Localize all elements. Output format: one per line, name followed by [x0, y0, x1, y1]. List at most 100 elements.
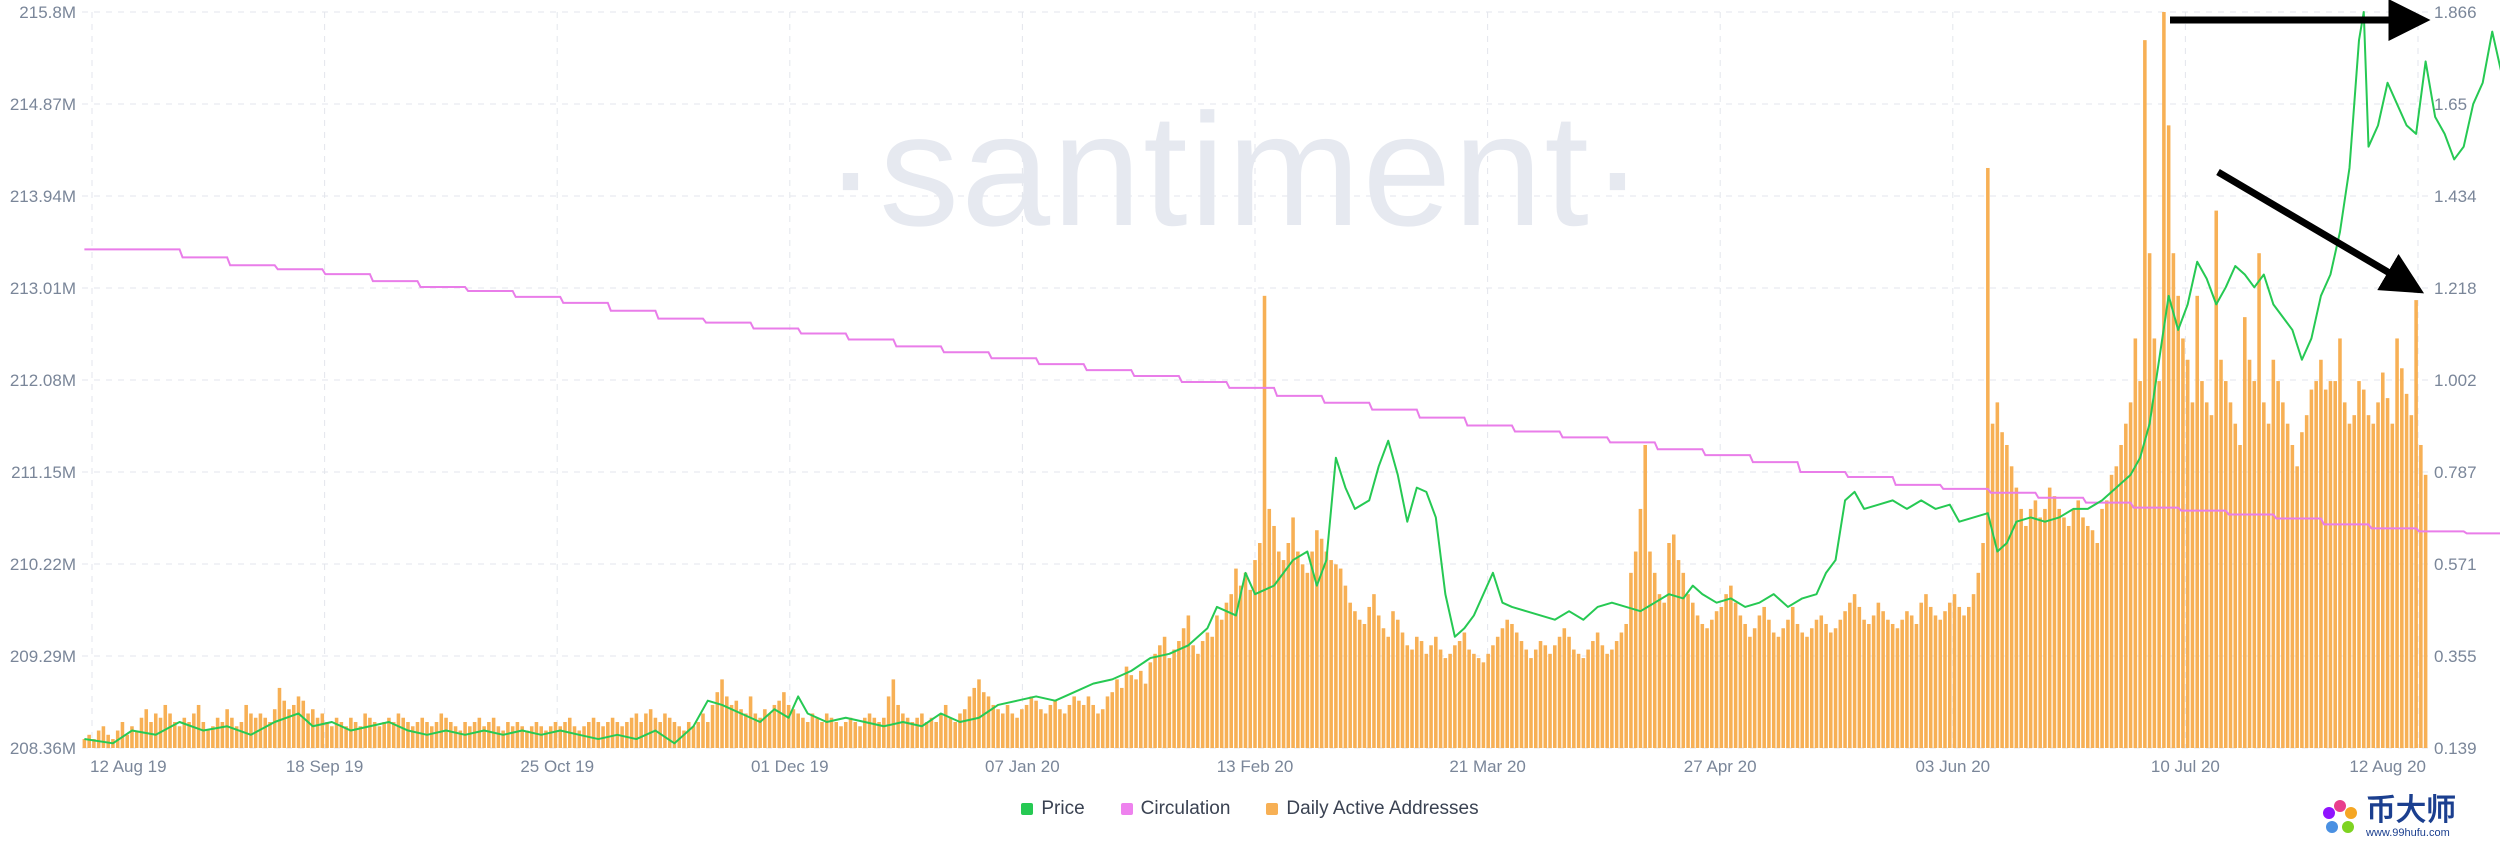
bar-daily-active-addresses: [2276, 381, 2280, 748]
bar-daily-active-addresses: [1767, 619, 1771, 748]
bar-daily-active-addresses: [291, 704, 296, 748]
bar-daily-active-addresses: [1600, 645, 1605, 748]
bar-daily-active-addresses: [1724, 594, 1728, 748]
bar-daily-active-addresses: [2076, 500, 2081, 748]
bar-daily-active-addresses: [534, 722, 539, 748]
bar-daily-active-addresses: [606, 722, 610, 748]
bar-daily-active-addresses: [2243, 317, 2247, 748]
bar-daily-active-addresses: [1848, 602, 1852, 748]
legend-item-daily-active-addresses[interactable]: Daily Active Addresses: [1266, 798, 1479, 820]
bar-daily-active-addresses: [1286, 543, 1291, 748]
legend-swatch-circulation: [1120, 803, 1133, 815]
bar-daily-active-addresses: [1262, 295, 1267, 748]
bar-daily-active-addresses: [1638, 508, 1643, 748]
left-tick-label: 215.8M: [19, 3, 76, 22]
bar-daily-active-addresses: [1415, 636, 1419, 748]
bar-daily-active-addresses: [710, 704, 715, 748]
left-tick-label: 212.08M: [10, 371, 76, 390]
bar-daily-active-addresses: [182, 717, 187, 748]
bar-daily-active-addresses: [1105, 696, 1110, 748]
x-tick-label: 07 Jan 20: [985, 757, 1060, 776]
bar-daily-active-addresses: [2014, 487, 2019, 748]
bar-daily-active-addresses: [396, 713, 401, 748]
bar-daily-active-addresses: [1234, 568, 1238, 748]
bar-daily-active-addresses: [2119, 444, 2123, 748]
bar-daily-active-addresses: [1947, 602, 1952, 748]
bar-daily-active-addresses: [1224, 602, 1229, 748]
bar-daily-active-addresses: [506, 722, 510, 748]
bar-daily-active-addresses: [101, 726, 106, 748]
bar-daily-active-addresses: [211, 726, 215, 748]
bar-daily-active-addresses: [1510, 623, 1514, 748]
bar-daily-active-addresses: [2228, 402, 2233, 748]
bar-daily-active-addresses: [677, 726, 681, 748]
bar-daily-active-addresses: [1005, 704, 1010, 748]
bar-daily-active-addresses: [1119, 687, 1124, 748]
bar-daily-active-addresses: [1272, 525, 1276, 748]
bar-daily-active-addresses: [2124, 423, 2128, 748]
bar-daily-active-addresses: [939, 713, 943, 748]
bar-daily-active-addresses: [1548, 653, 1552, 748]
bar-daily-active-addresses: [2047, 487, 2052, 748]
legend-item-circulation[interactable]: Circulation: [1120, 798, 1230, 820]
bar-daily-active-addresses: [1995, 402, 2000, 748]
bar-daily-active-addresses: [739, 709, 743, 748]
bar-daily-active-addresses: [130, 726, 134, 748]
bar-daily-active-addresses: [1162, 636, 1167, 748]
bar-daily-active-addresses: [2028, 508, 2033, 748]
bar-daily-active-addresses: [1909, 615, 1914, 748]
bar-daily-active-addresses: [272, 709, 277, 748]
bar-daily-active-addresses: [2328, 381, 2333, 748]
bar-daily-active-addresses: [277, 687, 282, 748]
bar-daily-active-addresses: [339, 722, 344, 748]
bar-daily-active-addresses: [805, 722, 810, 748]
bar-daily-active-addresses: [977, 679, 981, 748]
right-tick-label: 1.866: [2434, 3, 2477, 22]
bar-daily-active-addresses: [1419, 641, 1424, 748]
bar-daily-active-addresses: [1315, 530, 1319, 748]
bar-daily-active-addresses: [725, 696, 729, 748]
bar-daily-active-addresses: [1738, 615, 1743, 748]
bar-daily-active-addresses: [201, 722, 206, 748]
bar-daily-active-addresses: [1652, 572, 1657, 748]
bar-daily-active-addresses: [2342, 402, 2347, 748]
x-tick-label: 03 Jun 20: [1915, 757, 1990, 776]
bar-daily-active-addresses: [577, 730, 582, 748]
bar-daily-active-addresses: [1976, 572, 1981, 748]
bar-daily-active-addresses: [1357, 619, 1362, 748]
bar-daily-active-addresses: [410, 726, 415, 748]
bar-daily-active-addresses: [667, 717, 672, 748]
bar-daily-active-addresses: [1871, 615, 1876, 748]
bar-daily-active-addresses: [215, 717, 220, 748]
bar-daily-active-addresses: [1762, 606, 1766, 748]
bar-daily-active-addresses: [125, 734, 129, 748]
bar-daily-active-addresses: [572, 726, 577, 748]
bar-daily-active-addresses: [1557, 636, 1562, 748]
bar-daily-active-addresses: [1824, 623, 1828, 748]
bar-daily-active-addresses: [496, 726, 501, 748]
bar-daily-active-addresses: [2252, 381, 2257, 748]
bar-daily-active-addresses: [2309, 389, 2314, 748]
bar-daily-active-addresses: [1158, 645, 1162, 748]
bar-daily-active-addresses: [1053, 700, 1057, 748]
bar-daily-active-addresses: [663, 713, 667, 748]
bar-daily-active-addresses: [1191, 645, 1195, 748]
bar-daily-active-addresses: [1305, 572, 1310, 748]
bar-daily-active-addresses: [1457, 641, 1462, 748]
legend: Price Circulation Daily Active Addresses: [0, 798, 2500, 820]
bar-daily-active-addresses: [2071, 508, 2076, 748]
bar-daily-active-addresses: [2223, 381, 2228, 748]
bar-daily-active-addresses: [1890, 623, 1895, 748]
x-tick-label: 12 Aug 19: [90, 757, 167, 776]
bar-daily-active-addresses: [682, 730, 686, 748]
bar-daily-active-addresses: [2347, 423, 2352, 748]
bar-daily-active-addresses: [658, 722, 662, 748]
legend-item-price[interactable]: Price: [1021, 798, 1085, 820]
left-tick-label: 213.01M: [10, 279, 76, 298]
bar-daily-active-addresses: [2233, 423, 2238, 748]
bar-daily-active-addresses: [891, 679, 896, 748]
legend-swatch-daily-active-addresses: [1266, 803, 1279, 815]
bar-daily-active-addresses: [315, 717, 320, 748]
bar-daily-active-addresses: [1657, 594, 1662, 748]
watermark: ·santiment·: [824, 80, 1646, 259]
